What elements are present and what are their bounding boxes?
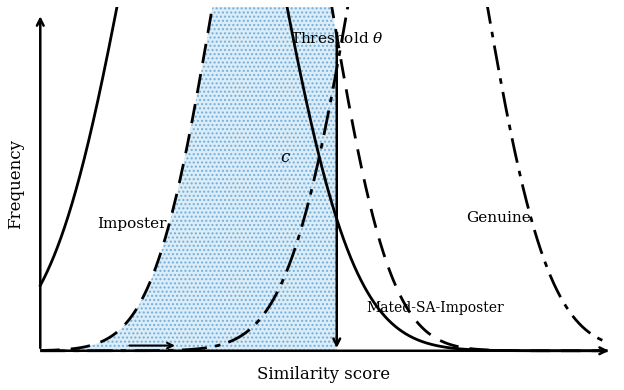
Text: $c$: $c$ bbox=[280, 149, 291, 166]
X-axis label: Similarity score: Similarity score bbox=[256, 366, 390, 383]
Text: Imposter: Imposter bbox=[97, 217, 167, 231]
Text: Genuine: Genuine bbox=[466, 211, 531, 225]
Y-axis label: Frequency: Frequency bbox=[7, 139, 24, 229]
Text: Threshold $\theta$: Threshold $\theta$ bbox=[290, 31, 384, 46]
Text: Mated-SA-Imposter: Mated-SA-Imposter bbox=[366, 301, 504, 315]
